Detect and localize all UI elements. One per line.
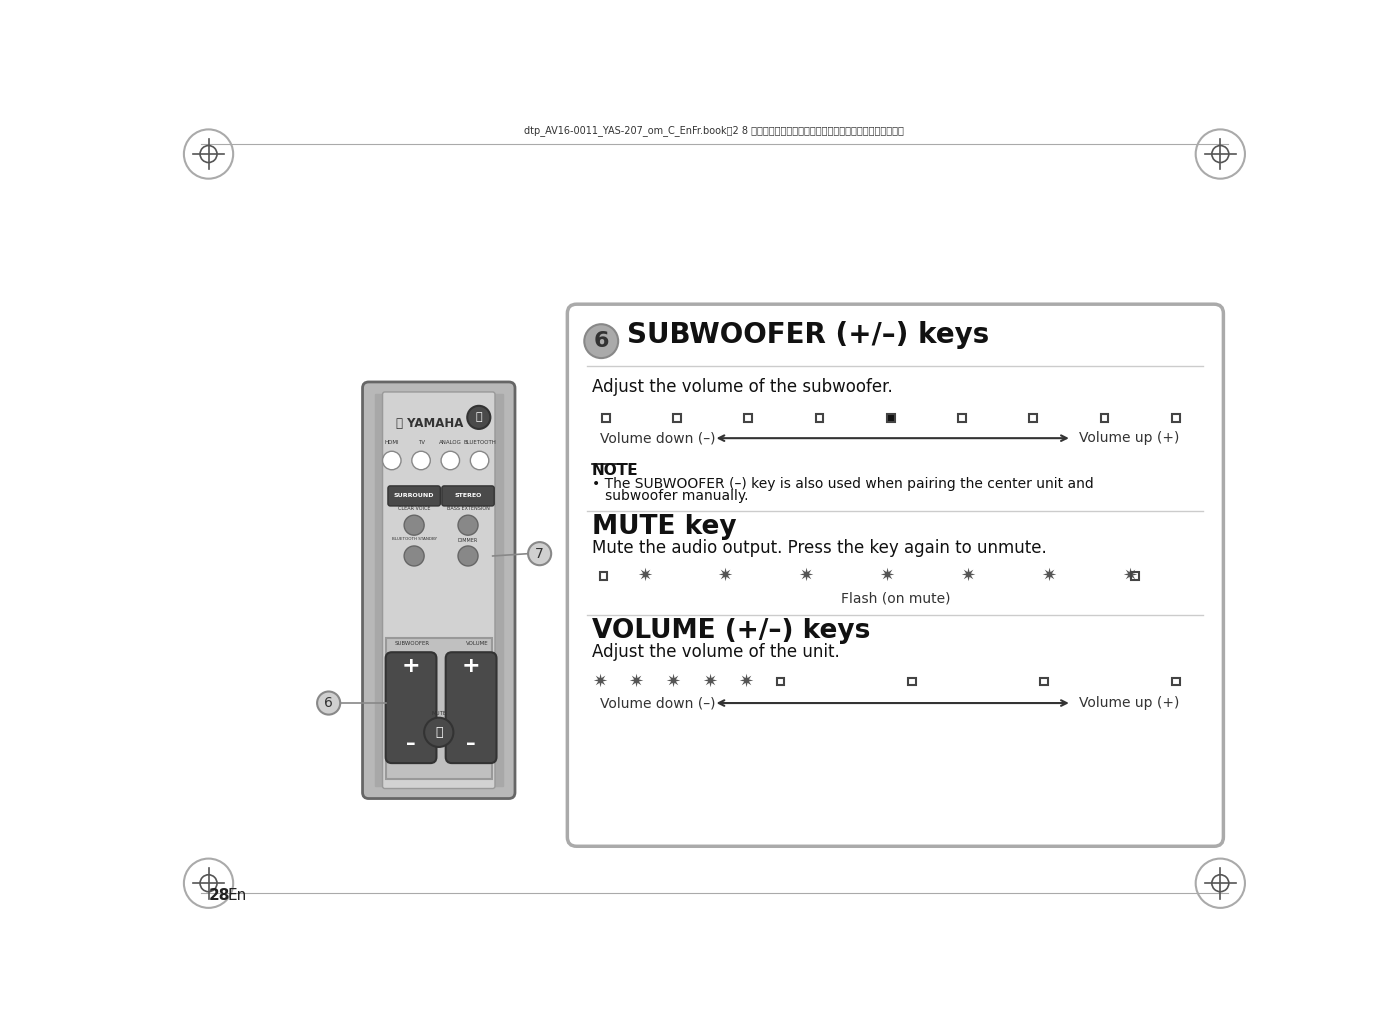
Text: 7: 7	[535, 546, 544, 561]
Bar	[1101, 414, 1108, 422]
Circle shape	[459, 516, 478, 535]
Bar	[776, 678, 785, 685]
Text: dtp_AV16-0011_YAS-207_om_C_EnFr.book　2 8 ページ　２０１７年４月１３日　木曜日　午後３時４１分: dtp_AV16-0011_YAS-207_om_C_EnFr.book 2 8…	[524, 125, 905, 137]
Circle shape	[411, 451, 431, 469]
Text: –: –	[406, 733, 415, 753]
Text: ⏻: ⏻	[475, 413, 482, 422]
FancyBboxPatch shape	[446, 652, 496, 763]
Text: ✷: ✷	[880, 567, 895, 585]
Circle shape	[528, 542, 551, 565]
Text: TV: TV	[418, 441, 425, 445]
Bar	[602, 414, 609, 422]
Text: MUTE: MUTE	[431, 712, 446, 716]
Text: ✷: ✷	[799, 567, 814, 585]
Text: ✷: ✷	[637, 567, 652, 585]
FancyBboxPatch shape	[567, 304, 1224, 846]
Bar	[492, 394, 503, 787]
Text: CLEAR VOICE: CLEAR VOICE	[397, 506, 431, 510]
Text: Volume down (–): Volume down (–)	[599, 431, 715, 445]
Circle shape	[467, 406, 491, 429]
Text: Flash (on mute): Flash (on mute)	[841, 592, 951, 605]
Text: ✷: ✷	[629, 673, 644, 690]
Text: DIMMER: DIMMER	[457, 537, 478, 542]
FancyBboxPatch shape	[382, 392, 495, 789]
Text: ANALOG: ANALOG	[439, 441, 461, 445]
Bar	[1040, 678, 1048, 685]
Bar	[375, 394, 385, 787]
Text: Adjust the volume of the subwoofer.: Adjust the volume of the subwoofer.	[592, 378, 892, 396]
Text: ✷: ✷	[592, 673, 608, 690]
Text: ✷: ✷	[960, 567, 976, 585]
Bar	[1172, 678, 1179, 685]
Bar	[815, 414, 824, 422]
Bar	[887, 414, 895, 422]
Text: ✷: ✷	[718, 567, 733, 585]
Circle shape	[424, 718, 453, 747]
Circle shape	[404, 516, 424, 535]
Text: ✷: ✷	[665, 673, 680, 690]
Bar	[1131, 572, 1139, 580]
Text: +: +	[461, 656, 481, 676]
Bar	[1029, 414, 1037, 422]
Text: SUBWOOFER (+/–) keys: SUBWOOFER (+/–) keys	[627, 321, 990, 349]
Bar	[386, 639, 492, 778]
Bar	[599, 572, 608, 580]
Circle shape	[404, 546, 424, 566]
Text: ✷: ✷	[701, 673, 717, 690]
Text: MUTE key: MUTE key	[592, 514, 736, 539]
Text: STEREO: STEREO	[454, 493, 482, 498]
Text: Volume up (+): Volume up (+)	[1079, 696, 1179, 710]
Text: VOLUME (+/–) keys: VOLUME (+/–) keys	[592, 617, 870, 644]
Text: 6: 6	[325, 696, 333, 710]
Text: 28: 28	[209, 888, 230, 904]
Bar	[958, 414, 966, 422]
Text: VOLUME: VOLUME	[466, 642, 488, 646]
Text: Volume down (–): Volume down (–)	[599, 696, 715, 710]
Text: Volume up (+): Volume up (+)	[1079, 431, 1179, 445]
Text: ✷: ✷	[1122, 567, 1138, 585]
Circle shape	[441, 451, 460, 469]
Text: SUBWOOFER: SUBWOOFER	[395, 642, 431, 646]
Text: ✷: ✷	[739, 673, 754, 690]
FancyBboxPatch shape	[386, 652, 436, 763]
Text: –: –	[466, 733, 475, 753]
Text: Ⓢ YAMAHA: Ⓢ YAMAHA	[396, 417, 463, 430]
FancyBboxPatch shape	[362, 382, 514, 799]
Text: +: +	[401, 656, 421, 676]
Text: Adjust the volume of the unit.: Adjust the volume of the unit.	[592, 643, 839, 661]
Circle shape	[316, 691, 340, 715]
Text: 6: 6	[594, 331, 609, 351]
Circle shape	[459, 546, 478, 566]
Text: ✷: ✷	[1041, 567, 1057, 585]
Bar	[744, 414, 753, 422]
Text: • The SUBWOOFER (–) key is also used when pairing the center unit and: • The SUBWOOFER (–) key is also used whe…	[592, 477, 1094, 491]
Text: Mute the audio output. Press the key again to unmute.: Mute the audio output. Press the key aga…	[592, 539, 1047, 557]
FancyBboxPatch shape	[388, 486, 441, 506]
Text: BLUETOOTH STANDBY: BLUETOOTH STANDBY	[392, 537, 436, 541]
Text: BLUETOOTH: BLUETOOTH	[463, 441, 496, 445]
Text: En: En	[227, 888, 247, 904]
Text: HDMI: HDMI	[385, 441, 399, 445]
Circle shape	[382, 451, 401, 469]
FancyBboxPatch shape	[442, 486, 495, 506]
Text: subwoofer manually.: subwoofer manually.	[592, 489, 749, 503]
Text: BASS EXTENSION: BASS EXTENSION	[446, 506, 489, 510]
Bar	[909, 678, 916, 685]
Bar	[673, 414, 680, 422]
Circle shape	[470, 451, 489, 469]
Text: NOTE: NOTE	[592, 463, 638, 478]
Text: 🔇: 🔇	[435, 726, 442, 738]
Bar	[1172, 414, 1179, 422]
Circle shape	[584, 325, 618, 358]
Text: SURROUND: SURROUND	[395, 493, 435, 498]
